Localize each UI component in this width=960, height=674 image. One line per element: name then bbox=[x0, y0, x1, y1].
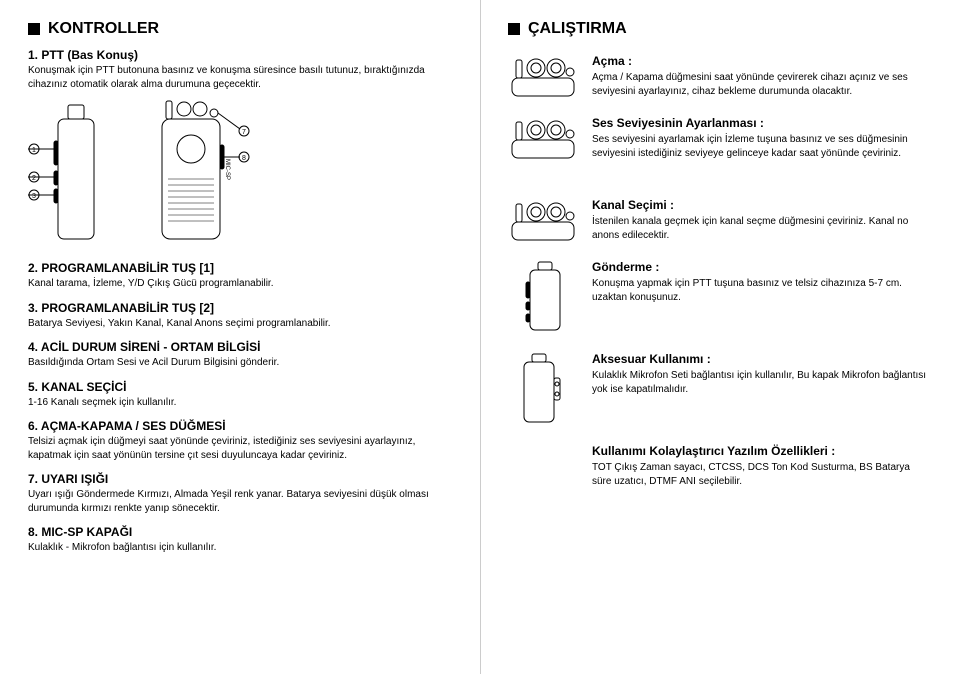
kontroller-heading: KONTROLLER bbox=[28, 20, 452, 38]
radio-diagram-row: 1 2 3 MIC-SP bbox=[28, 99, 452, 249]
radio-side-ptt-icon bbox=[508, 260, 578, 334]
svg-text:8: 8 bbox=[242, 155, 246, 162]
acma-block: Açma : Açma / Kapama düğmesini saat yönü… bbox=[508, 54, 932, 98]
gonderme-desc: Konuşma yapmak için PTT tuşuna basınız v… bbox=[592, 277, 932, 304]
item-8-title: 8. MIC-SP KAPAĞI bbox=[28, 525, 452, 539]
knob-top-icon bbox=[508, 116, 578, 160]
ses-block: Ses Seviyesinin Ayarlanması : Ses seviye… bbox=[508, 116, 932, 160]
kanal-desc: İstenilen kanala geçmek için kanal seçme… bbox=[592, 215, 932, 242]
left-page: KONTROLLER 1. PTT (Bas Konuş) Konuşmak i… bbox=[0, 0, 480, 674]
aksesuar-head: Aksesuar Kullanımı : bbox=[592, 352, 932, 366]
item-7-desc: Uyarı ışığı Göndermede Kırmızı, Almada Y… bbox=[28, 488, 452, 515]
item-8-desc: Kulaklık - Mikrofon bağlantısı için kull… bbox=[28, 541, 452, 555]
calistirma-heading: ÇALIŞTIRMA bbox=[508, 20, 932, 38]
square-bullet-icon bbox=[28, 23, 40, 35]
yazilim-block: Kullanımı Kolaylaştırıcı Yazılım Özellik… bbox=[508, 444, 932, 488]
page-divider bbox=[480, 0, 481, 674]
item-7-title: 7. UYARI IŞIĞI bbox=[28, 472, 452, 486]
svg-text:1: 1 bbox=[32, 147, 36, 154]
radio-jack-icon bbox=[508, 352, 578, 426]
yazilim-head: Kullanımı Kolaylaştırıcı Yazılım Özellik… bbox=[592, 444, 932, 458]
ptt-desc: Konuşmak için PTT butonuna basınız ve ko… bbox=[28, 64, 452, 91]
calistirma-title: ÇALIŞTIRMA bbox=[528, 20, 627, 38]
svg-text:2: 2 bbox=[32, 175, 36, 182]
svg-text:3: 3 bbox=[32, 193, 36, 200]
svg-text:MIC-SP: MIC-SP bbox=[224, 159, 230, 180]
item-6-desc: Telsizi açmak için düğmeyi saat yönünde … bbox=[28, 435, 452, 462]
item-4-desc: Basıldığında Ortam Sesi ve Acil Durum Bi… bbox=[28, 356, 452, 370]
acma-desc: Açma / Kapama düğmesini saat yönünde çev… bbox=[592, 71, 932, 98]
item-4-title: 4. ACİL DURUM SİRENİ - ORTAM BİLGİSİ bbox=[28, 340, 452, 354]
item-3-title: 3. PROGRAMLANABİLİR TUŞ [2] bbox=[28, 301, 452, 315]
svg-text:7: 7 bbox=[242, 129, 246, 136]
item-3-desc: Batarya Seviyesi, Yakın Kanal, Kanal Ano… bbox=[28, 317, 452, 331]
radio-front-diagram-icon: MIC-SP 4 5 6 7 8 bbox=[136, 99, 256, 249]
ptt-title: 1. PTT (Bas Konuş) bbox=[28, 48, 452, 62]
acma-head: Açma : bbox=[592, 54, 932, 68]
item-5-title: 5. KANAL SEÇİCİ bbox=[28, 380, 452, 394]
kanal-block: Kanal Seçimi : İstenilen kanala geçmek i… bbox=[508, 198, 932, 242]
radio-side-diagram-icon: 1 2 3 bbox=[28, 99, 124, 249]
yazilim-desc: TOT Çıkış Zaman sayacı, CTCSS, DCS Ton K… bbox=[592, 461, 932, 488]
aksesuar-block: Aksesuar Kullanımı : Kulaklık Mikrofon S… bbox=[508, 352, 932, 426]
kanal-head: Kanal Seçimi : bbox=[592, 198, 932, 212]
knob-top-icon bbox=[508, 198, 578, 242]
item-2-title: 2. PROGRAMLANABİLİR TUŞ [1] bbox=[28, 261, 452, 275]
right-page: ÇALIŞTIRMA Açma : Açma / Kapama düğmesin… bbox=[480, 0, 960, 674]
gonderme-head: Gönderme : bbox=[592, 260, 932, 274]
kontroller-title: KONTROLLER bbox=[48, 20, 159, 38]
aksesuar-desc: Kulaklık Mikrofon Seti bağlantısı için k… bbox=[592, 369, 932, 396]
ses-head: Ses Seviyesinin Ayarlanması : bbox=[592, 116, 932, 130]
ses-desc: Ses seviyesini ayarlamak için İzleme tuş… bbox=[592, 133, 932, 160]
knob-top-icon bbox=[508, 54, 578, 98]
item-6-title: 6. AÇMA-KAPAMA / SES DÜĞMESİ bbox=[28, 419, 452, 433]
item-5-desc: 1-16 Kanalı seçmek için kullanılır. bbox=[28, 396, 452, 410]
item-2-desc: Kanal tarama, İzleme, Y/D Çıkış Gücü pro… bbox=[28, 277, 452, 291]
square-bullet-icon bbox=[508, 23, 520, 35]
gonderme-block: Gönderme : Konuşma yapmak için PTT tuşun… bbox=[508, 260, 932, 334]
